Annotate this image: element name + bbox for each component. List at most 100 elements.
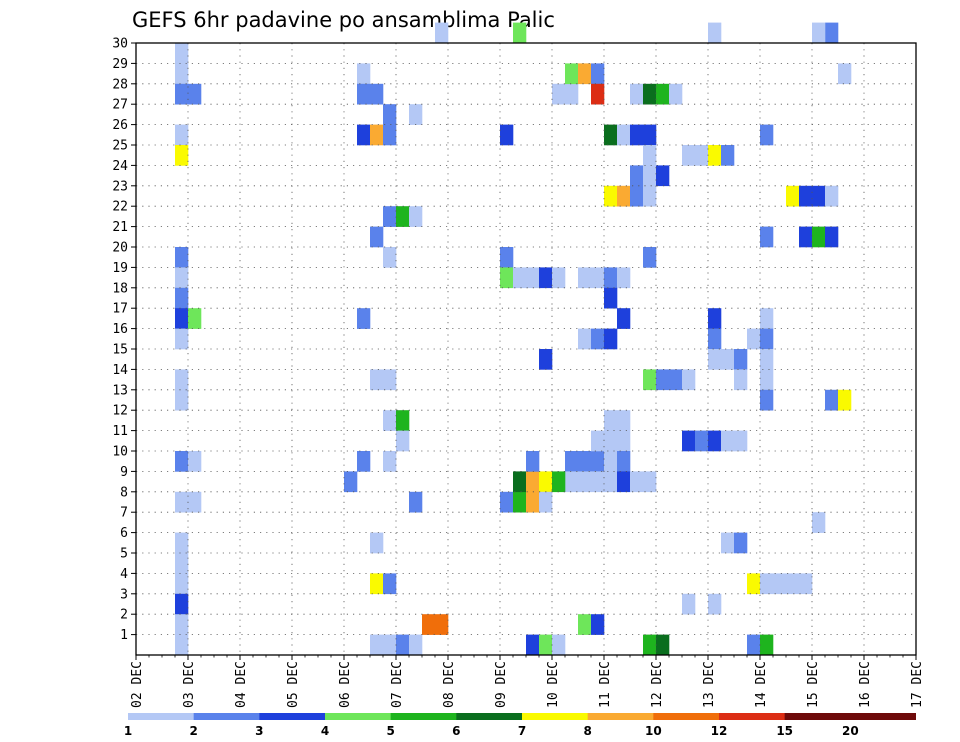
heatmap-cell [526,451,540,472]
heatmap-cell [552,83,566,105]
heatmap-cell [396,634,410,656]
x-tick-label: 13 DEC [702,661,717,708]
y-tick-label: 11 [112,424,128,439]
heatmap-cell [396,410,410,431]
heatmap-cell [721,349,735,370]
y-tick-label: 29 [112,57,128,72]
heatmap-cell [383,247,397,268]
heatmap-cell [175,63,189,85]
heatmap-cell [825,185,839,207]
heatmap-cell [825,22,839,44]
heatmap-cell [396,206,410,227]
heatmap-cell [357,124,371,146]
chart-title: GEFS 6hr padavine po ansamblima Palic [132,8,555,32]
y-tick-label: 6 [120,526,128,541]
heatmap-cell [656,165,670,187]
heatmap-cell [565,83,579,105]
x-tick-label: 09 DEC [494,661,509,708]
heatmap-cell [383,369,397,391]
heatmap-cell [786,573,800,595]
heatmap-cell [708,593,722,615]
heatmap-cell [175,247,189,268]
colorbar-label: 20 [842,724,859,738]
heatmap-cell [747,573,761,595]
heatmap-cell [175,267,189,289]
heatmap-cell [383,124,397,146]
colorbar-label: 3 [255,724,263,738]
heatmap-cell [513,267,527,289]
heatmap-cell [175,451,189,472]
y-tick-label: 19 [112,261,128,276]
heatmap-cell [734,369,748,391]
heatmap-cell [500,267,514,289]
heatmap-cell [175,43,189,64]
colorbar-segment [784,713,851,720]
colorbar-label: 8 [583,724,591,738]
y-tick-label: 1 [120,628,128,643]
heatmap-cell [630,471,644,493]
heatmap-cell [604,185,618,207]
heatmap-cell [370,369,384,391]
heatmap-cell [669,83,683,105]
heatmap-cell [591,471,605,493]
heatmap-cell [721,430,735,452]
heatmap-cell [422,614,436,635]
y-tick-label: 24 [112,159,128,174]
x-tick-label: 15 DEC [806,661,821,708]
colorbar-label: 1 [124,724,132,738]
x-axis-ticks: 02 DEC 03 DEC 04 DEC 05 DEC 06 DEC 07 DEC 08 D… [130,655,925,708]
heatmap-cell [760,573,774,595]
heatmap-cell [188,491,202,513]
heatmap-cell [578,267,592,289]
heatmap-cell [643,369,657,391]
y-tick-label: 8 [120,485,128,500]
heatmap-cell [643,185,657,207]
heatmap-cell [383,573,397,595]
heatmap-cell [604,471,618,493]
heatmap-cell [630,185,644,207]
y-tick-label: 28 [112,77,128,92]
heatmap-cell [604,287,618,309]
y-tick-label: 14 [112,363,128,378]
heatmap-cell [357,308,371,329]
y-tick-label: 2 [120,608,128,623]
heatmap-cell [370,634,384,656]
y-tick-label: 9 [120,465,128,480]
y-tick-label: 26 [112,118,128,133]
heatmap-cell [370,573,384,595]
heatmap-cell [370,226,384,248]
heatmap-cell [747,634,761,656]
heatmap-cell [604,267,618,289]
heatmap-cell [591,430,605,452]
heatmap-cell [734,349,748,370]
y-tick-label: 3 [120,587,128,602]
colorbar-segment [522,713,589,720]
colorbar-label: 15 [776,724,793,738]
x-tick-label: 17 DEC [910,661,925,708]
heatmap-cell [760,634,774,656]
y-axis-ticks: 1234567891011121314151617181920212223242… [112,37,136,643]
heatmap-cell [591,328,605,350]
heatmap-cell [825,226,839,248]
x-tick-label: 05 DEC [286,661,301,708]
colorbar-segment [719,713,786,720]
heatmap-cell [539,634,553,656]
heatmap-cell [396,430,410,452]
heatmap-cell [370,124,384,146]
heatmap-cell [591,614,605,635]
y-tick-label: 15 [112,343,128,358]
heatmap-cell [526,267,540,289]
heatmap-cell [175,369,189,391]
heatmap-cell [552,471,566,493]
heatmap-cell [630,165,644,187]
heatmap-cell [175,83,189,105]
heatmap-cell [643,634,657,656]
heatmap-cell [383,634,397,656]
heatmap-cell [175,634,189,656]
heatmap-cell [175,491,189,513]
heatmap-cell [175,532,189,554]
y-tick-label: 12 [112,404,128,419]
heatmap-cell [578,451,592,472]
heatmap-cell [357,451,371,472]
x-tick-label: 08 DEC [442,661,457,708]
